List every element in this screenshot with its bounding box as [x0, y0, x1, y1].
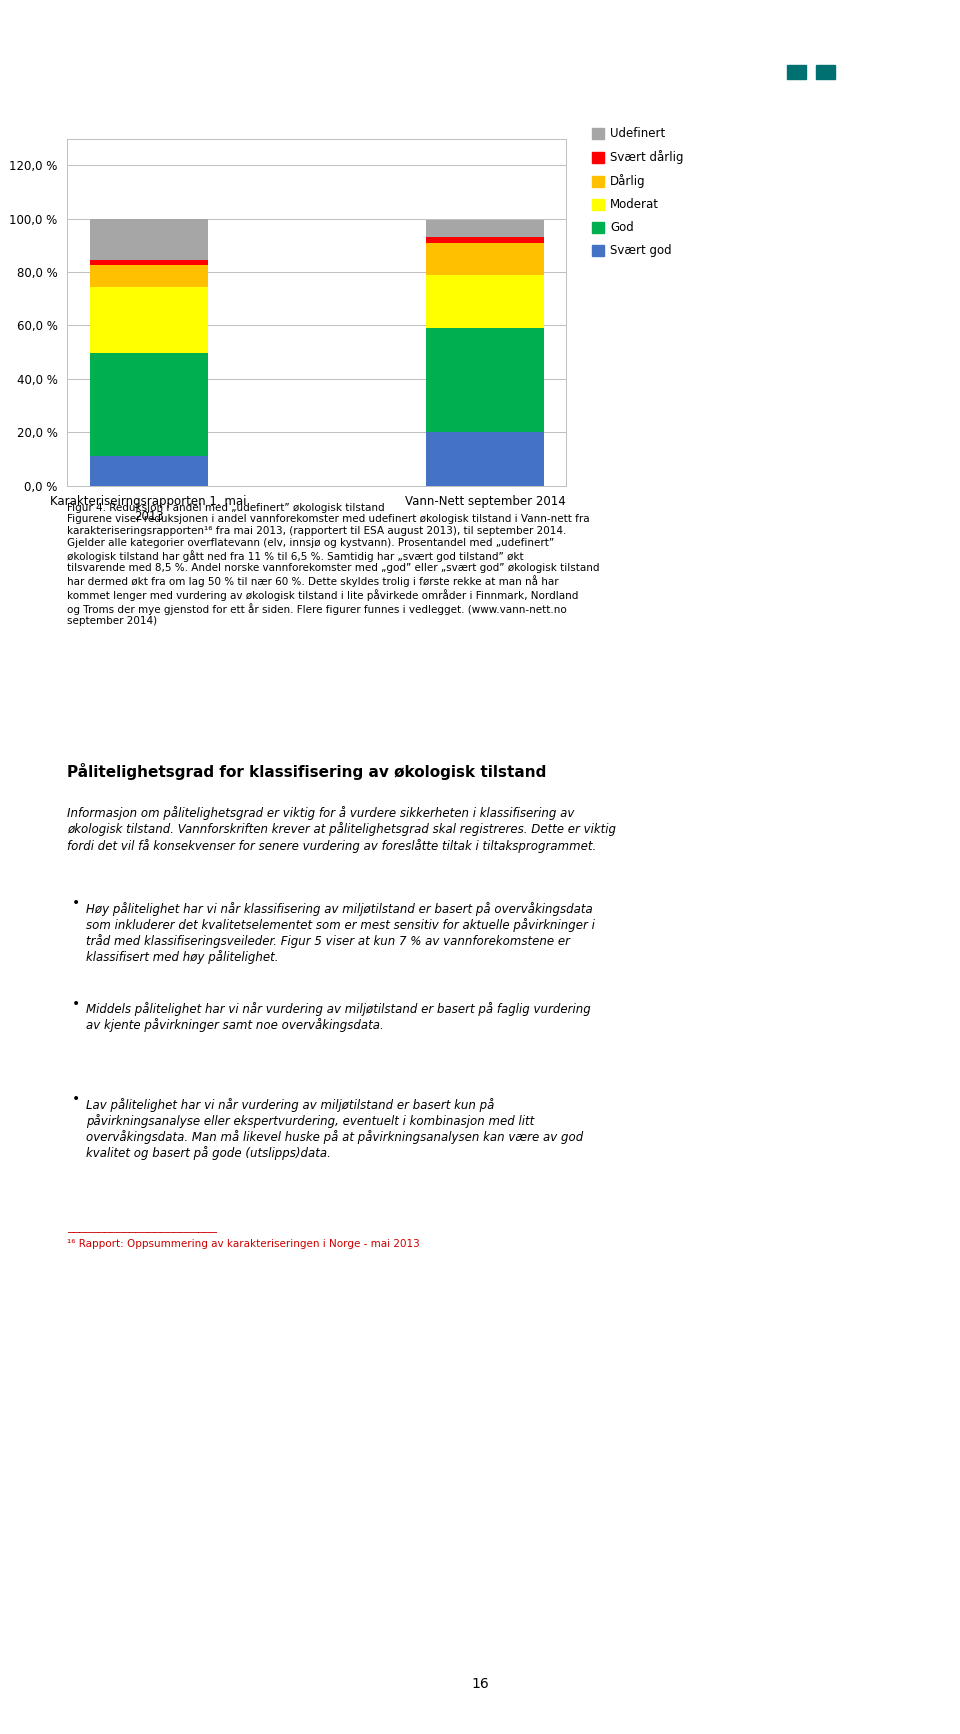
Text: MILJØ-: MILJØ- — [791, 104, 831, 114]
Bar — [426, 243, 543, 274]
Text: 16: 16 — [471, 1677, 489, 1691]
Bar — [90, 286, 207, 354]
Text: Pålitelighetsgrad for klassifisering av økologisk tilstand: Pålitelighetsgrad for klassifisering av … — [67, 763, 546, 780]
Bar — [90, 260, 207, 265]
Legend: Udefinert, Svært dårlig, Dårlig, Moderat, God, Svært god: Udefinert, Svært dårlig, Dårlig, Moderat… — [592, 127, 684, 257]
Bar — [787, 64, 806, 80]
Text: DIREKTORATET: DIREKTORATET — [764, 134, 858, 144]
Text: Informasjon om pålitelighetsgrad er viktig for å vurdere sikkerheten i klassifis: Informasjon om pålitelighetsgrad er vikt… — [67, 806, 616, 853]
Text: •: • — [72, 896, 81, 910]
Bar — [90, 354, 207, 456]
Bar — [775, 28, 847, 69]
Bar — [816, 64, 835, 80]
Text: •: • — [72, 997, 81, 1011]
Bar — [90, 218, 207, 260]
Bar — [90, 456, 207, 486]
Text: ────────────────────────
¹⁶ Rapport: Oppsummering av karakteriseringen i Norge -: ──────────────────────── ¹⁶ Rapport: Opp… — [67, 1228, 420, 1248]
Bar — [426, 238, 543, 243]
Bar — [426, 274, 543, 328]
Bar — [797, 21, 826, 31]
Text: Høy pålitelighet har vi når klassifisering av miljøtilstand er basert på overvåk: Høy pålitelighet har vi når klassifiseri… — [86, 902, 595, 964]
Bar — [90, 265, 207, 286]
Text: Figur 4. Reduksjon i andel med „udefinert” økologisk tilstand
Figurene viser red: Figur 4. Reduksjon i andel med „udefiner… — [67, 503, 600, 626]
Text: Lav pålitelighet har vi når vurdering av miljøtilstand er basert kun på
påvirkni: Lav pålitelighet har vi når vurdering av… — [86, 1098, 584, 1160]
Bar — [426, 220, 543, 238]
Bar — [426, 328, 543, 432]
Text: •: • — [72, 1092, 81, 1106]
Text: Middels pålitelighet har vi når vurdering av miljøtilstand er basert på faglig v: Middels pålitelighet har vi når vurderin… — [86, 1002, 591, 1032]
Bar — [426, 432, 543, 486]
